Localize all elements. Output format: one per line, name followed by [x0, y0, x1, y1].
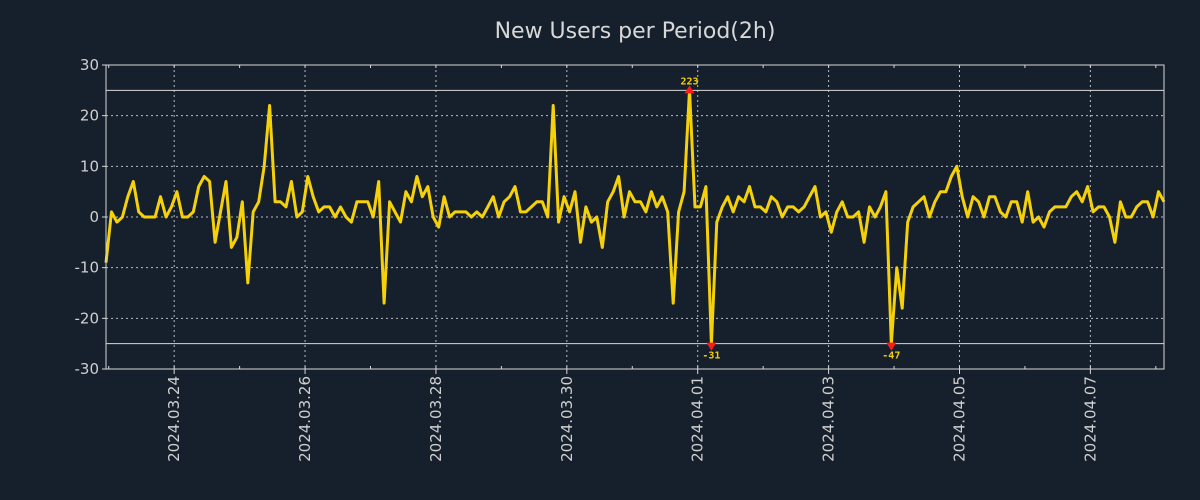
y-tick-label: 20: [80, 107, 99, 125]
x-tick-label: 2024.04.03: [820, 376, 838, 462]
annotations: 223 -31 -47: [681, 76, 901, 361]
clip-marker-up: [684, 85, 695, 94]
x-tick-label: 2024.03.30: [558, 376, 576, 462]
x-tick-label: 2024.04.01: [689, 376, 707, 462]
y-tick-label: -20: [75, 309, 100, 327]
x-tick-label: 2024.03.28: [427, 376, 445, 462]
x-axis: 2024.03.24 2024.03.26 2024.03.28 2024.03.30…: [108, 65, 1157, 462]
y-tick-label: -10: [75, 259, 100, 277]
clip-marker-down: [706, 342, 717, 351]
plot-frame: [105, 64, 1165, 370]
y-tick-label: 30: [80, 56, 99, 74]
series-line: [104, 88, 1166, 346]
x-tick-label: 2024.03.26: [296, 376, 314, 462]
y-tick-label: 10: [80, 157, 99, 175]
y-tick-label: 0: [89, 208, 99, 226]
annotation-label: 223: [681, 76, 699, 87]
clip-limit-lines: [106, 89, 1164, 345]
x-tick-label: 2024.04.05: [950, 376, 968, 462]
x-tick-label: 2024.03.24: [165, 376, 183, 462]
annotation-label: -47: [882, 351, 900, 362]
annotation-label: -31: [702, 351, 720, 362]
x-tick-label: 2024.04.07: [1081, 376, 1099, 462]
chart-title: New Users per Period(2h): [495, 19, 776, 44]
y-axis: 30 20 10 0 -10 -20 -30: [75, 56, 106, 378]
clip-marker-down: [886, 342, 897, 351]
grid: [106, 65, 1164, 369]
y-tick-label: -30: [75, 360, 100, 378]
